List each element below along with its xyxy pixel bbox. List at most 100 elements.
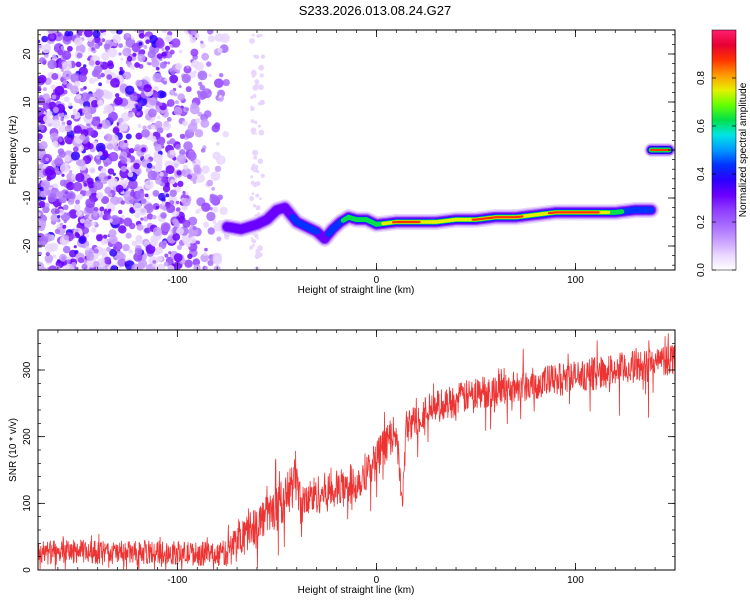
heatmap-noise-cell <box>108 229 117 238</box>
heatmap-noise-cell <box>213 256 222 265</box>
heatmap-noise-cell <box>249 38 255 44</box>
heatmap-noise-cell <box>176 154 187 165</box>
heatmap-noise-cell <box>207 30 214 35</box>
heatmap-noise-cell <box>109 30 117 34</box>
heatmap-noise-cell <box>133 252 143 262</box>
colorbar-tick-label: 0.0 <box>696 263 707 277</box>
heatmap-x-tick-label: 0 <box>374 275 380 286</box>
heatmap-noise-cell <box>118 121 129 132</box>
heatmap-noise-cell <box>80 87 84 92</box>
heatmap-noise-cell <box>252 243 255 247</box>
heatmap-noise-cell <box>78 66 89 77</box>
heatmap-noise-cell <box>47 193 57 203</box>
heatmap-noise-cell <box>141 147 147 153</box>
heatmap-noise-cell <box>96 234 103 242</box>
heatmap-noise-cell <box>201 88 212 99</box>
heatmap-noise-cell <box>115 93 120 98</box>
heatmap-noise-cell <box>152 226 162 237</box>
heatmap-noise-cell <box>65 73 70 78</box>
heatmap-noise-cell <box>78 73 87 83</box>
heatmap-noise-cell <box>185 192 189 196</box>
heatmap-noise-cell <box>183 240 188 245</box>
heatmap-noise-cell <box>201 52 210 61</box>
heatmap-noise-cell <box>253 240 257 243</box>
heatmap-noise-cell <box>63 219 67 224</box>
heatmap-noise-cell <box>174 100 179 105</box>
heatmap-y-axis-label: Frequency (Hz) <box>8 116 19 185</box>
heatmap-noise-cell <box>212 151 221 160</box>
heatmap-noise-cell <box>171 38 181 48</box>
heatmap-noise-cell <box>67 30 74 37</box>
heatmap-noise-cell <box>70 73 81 84</box>
heatmap-noise-cloud <box>38 30 266 270</box>
heatmap-noise-cell <box>160 212 167 219</box>
heatmap-noise-cell <box>172 160 180 168</box>
colorbar-ticks: 0.0 0.2 0.4 0.6 0.8 <box>696 71 736 277</box>
heatmap-noise-cell <box>42 205 50 214</box>
heatmap-noise-cell <box>176 170 182 176</box>
heatmap-y-tick-label: -20 <box>22 238 33 253</box>
heatmap-noise-cell <box>118 43 123 48</box>
heatmap-noise-cell <box>109 248 118 257</box>
heatmap-noise-cell <box>54 85 65 96</box>
heatmap-noise-cell <box>54 157 64 167</box>
heatmap-noise-cell <box>250 95 254 100</box>
snr-y-tick-label: 300 <box>22 361 33 378</box>
heatmap-noise-cell <box>101 52 110 61</box>
heatmap-noise-cell <box>38 242 43 248</box>
heatmap-noise-cell <box>172 218 179 225</box>
heatmap-noise-cell <box>38 106 45 116</box>
heatmap-noise-cell <box>135 190 145 200</box>
heatmap-noise-cell <box>203 252 208 256</box>
heatmap-ridge-segment <box>311 227 320 235</box>
heatmap-noise-cell <box>222 79 230 87</box>
heatmap-noise-cell <box>212 220 217 224</box>
heatmap-noise-cell <box>258 129 265 136</box>
heatmap-noise-cell <box>107 47 118 58</box>
heatmap-noise-cell <box>179 133 185 139</box>
heatmap-noise-cell <box>144 193 149 198</box>
heatmap-noise-cell <box>56 191 64 199</box>
heatmap-noise-cell <box>42 61 47 65</box>
heatmap-noise-cell <box>165 256 174 265</box>
heatmap-noise-cell <box>115 184 124 193</box>
heatmap-noise-cell <box>62 61 72 71</box>
heatmap-noise-cell <box>87 181 95 189</box>
heatmap-noise-cell <box>155 263 166 270</box>
heatmap-noise-cell <box>52 106 59 113</box>
heatmap-noise-cell <box>100 72 105 78</box>
heatmap-noise-cell <box>170 70 176 76</box>
heatmap-noise-cell <box>134 144 141 151</box>
heatmap-noise-cell <box>168 251 172 255</box>
heatmap-noise-cell <box>145 39 150 44</box>
heatmap-noise-cell <box>125 232 132 239</box>
heatmap-noise-cell <box>74 37 83 46</box>
heatmap-noise-cell <box>84 112 93 120</box>
heatmap-noise-cell <box>198 208 202 212</box>
heatmap-noise-cell <box>178 85 182 89</box>
heatmap-noise-cell <box>182 190 186 195</box>
heatmap-noise-cell <box>169 189 177 197</box>
heatmap-noise-cell <box>63 96 70 103</box>
heatmap-noise-cell <box>194 129 204 138</box>
heatmap-noise-cell <box>91 100 99 108</box>
heatmap-noise-cell <box>73 146 79 152</box>
heatmap-noise-cell <box>169 149 176 156</box>
heatmap-noise-cell <box>73 125 82 134</box>
heatmap-noise-cell <box>257 124 261 128</box>
heatmap-noise-cell <box>257 252 263 258</box>
heatmap-noise-cell <box>120 57 124 61</box>
heatmap-noise-cell <box>143 155 149 160</box>
heatmap-noise-cell <box>250 237 253 240</box>
heatmap-x-tick-label: -100 <box>167 275 187 286</box>
heatmap-noise-cell <box>60 45 64 50</box>
heatmap-noise-cell <box>161 30 168 34</box>
heatmap-noise-cell <box>103 212 111 221</box>
heatmap-noise-cell <box>259 159 262 162</box>
heatmap-noise-cell <box>200 40 204 44</box>
heatmap-noise-cell <box>78 236 87 245</box>
heatmap-noise-cell <box>61 173 65 177</box>
heatmap-noise-cell <box>166 237 171 241</box>
heatmap-noise-cell <box>51 94 57 100</box>
heatmap-noise-cell <box>143 45 148 49</box>
